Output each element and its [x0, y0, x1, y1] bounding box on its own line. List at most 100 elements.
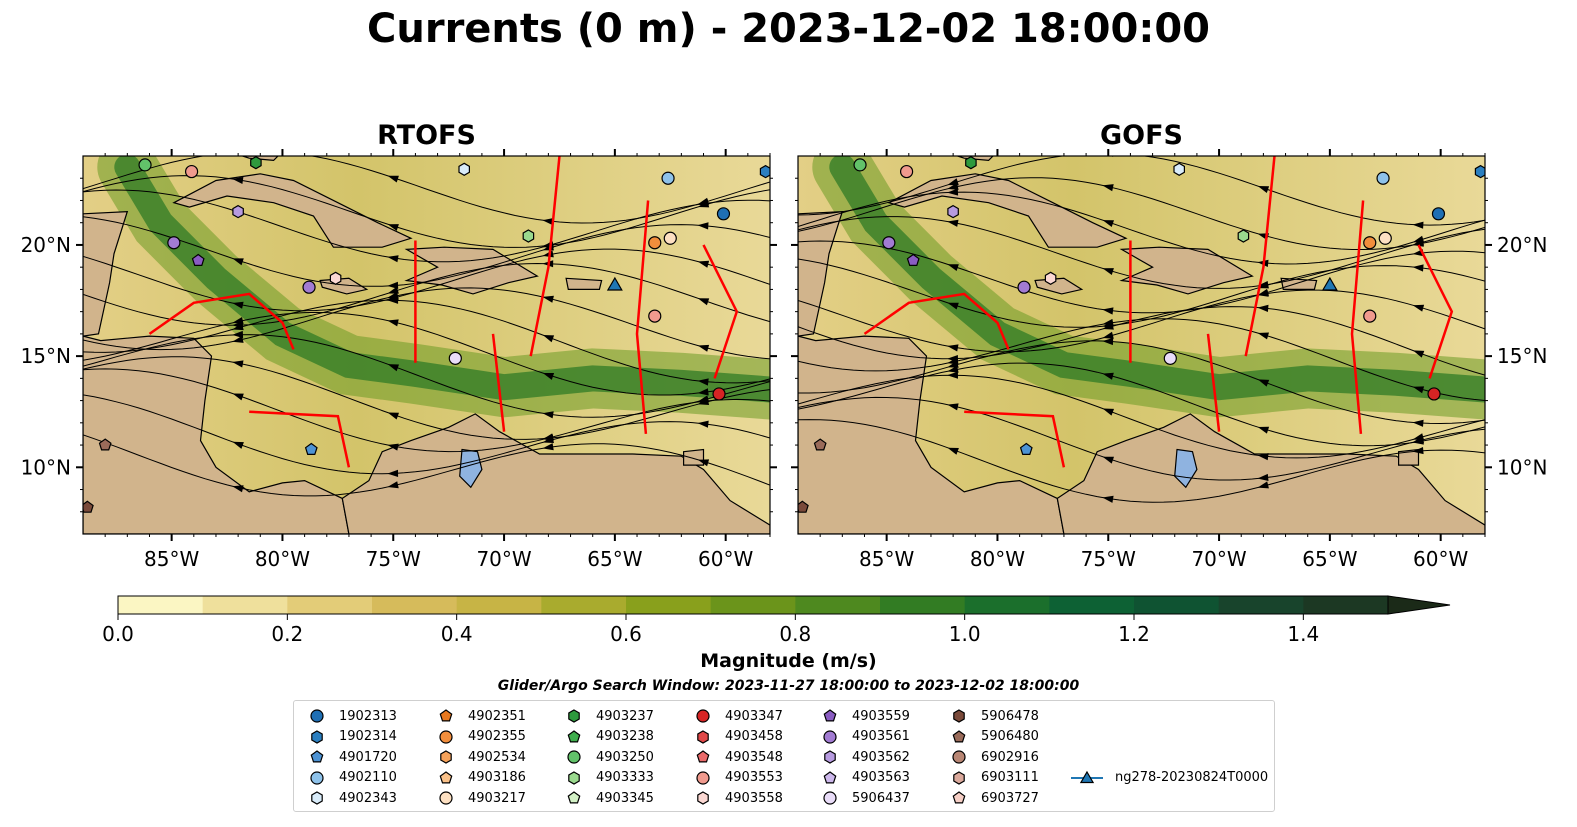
legend-label: 4903553	[725, 770, 783, 786]
legend-label: 4903217	[468, 790, 526, 806]
legend-item: 4903458	[692, 727, 783, 748]
legend-label: 1902313	[339, 708, 397, 724]
streamline-arrow	[1102, 408, 1114, 416]
streamline	[798, 177, 1485, 250]
lat-tick-label: 15°N	[21, 344, 71, 368]
legend-label: 4903558	[725, 790, 783, 806]
streamline	[798, 289, 1485, 353]
lon-tick-label: 70°W	[1191, 547, 1246, 571]
streamline	[798, 362, 1485, 447]
legend-label: 4903559	[852, 708, 910, 724]
lat-tick-label: 15°N	[1497, 344, 1547, 368]
lat-tick-label: 10°N	[21, 455, 71, 479]
legend-item: 4903563	[819, 768, 910, 789]
colorbar-bin	[626, 596, 712, 614]
streamline-arrow	[1412, 239, 1424, 247]
streamline-arrow	[1257, 481, 1269, 489]
legend-label: 4903345	[596, 790, 654, 806]
streamline-arrow	[697, 459, 710, 467]
colorbar-bin	[1134, 596, 1220, 614]
streamline	[83, 394, 770, 475]
glider-marker	[606, 276, 623, 291]
colorbar-tick-label: 0.0	[102, 622, 134, 646]
legend-label: 4902355	[468, 729, 526, 745]
argo-float-marker	[661, 171, 675, 185]
streamline-arrow	[1102, 331, 1114, 339]
legend-label: 4903237	[596, 708, 654, 724]
lake-maracaibo	[459, 448, 483, 489]
legend-label: ng278-20230824T0000	[1115, 770, 1269, 786]
streamline-arrow	[542, 373, 555, 380]
streamline-arrow	[1412, 350, 1425, 358]
trinidad-land	[683, 448, 705, 466]
glider-marker	[1321, 276, 1338, 291]
streamline-arrow	[1102, 321, 1114, 329]
legend-label: 4903347	[725, 708, 783, 724]
streamline-arrow	[232, 330, 244, 339]
legend-marker-icon	[696, 750, 710, 763]
legend-marker-icon	[568, 771, 580, 785]
argo-float-marker	[302, 280, 316, 294]
colorbar: 0.0 0.2 0.4 0.6 0.8 1.0 1.2 1.4	[102, 595, 1451, 646]
eez-boundary	[635, 200, 650, 435]
argo-float-marker	[648, 309, 662, 323]
streamline-arrow	[1412, 264, 1424, 272]
map-panel-rtofs: 85°W 80°W 75°W 70°W 65°W 60°W 20°N 15°N 10°N	[21, 149, 777, 571]
legend-item: 4903559	[819, 706, 910, 727]
legend-marker-icon	[1071, 770, 1103, 783]
streamline-arrow	[1412, 447, 1424, 455]
legend-marker-icon	[310, 750, 324, 763]
streamline	[798, 216, 1485, 289]
streamline	[83, 434, 770, 497]
streamline-arrow	[542, 434, 554, 442]
streamline-arrow	[387, 443, 399, 451]
current-band-core	[114, 156, 770, 403]
legend-marker-icon	[439, 709, 453, 722]
colorbar-tick-label: 0.4	[441, 622, 473, 646]
legend-label: 6903727	[981, 790, 1039, 806]
legend-label: 4903458	[725, 729, 783, 745]
legend-item: 4901720	[306, 747, 397, 768]
streamline-arrow	[232, 441, 244, 449]
legend-label: 5906437	[852, 790, 910, 806]
argo-float-marker	[648, 236, 662, 250]
streamline-arrow	[1412, 221, 1424, 229]
puerto-rico-land	[565, 277, 603, 290]
lon-tick-label: 75°W	[366, 547, 421, 571]
streamline-arrow	[232, 485, 244, 493]
legend-item: 4903333	[563, 768, 654, 789]
legend-label: 5906480	[981, 729, 1039, 745]
south-america-land	[341, 413, 770, 534]
argo-float-marker	[329, 271, 342, 285]
colorbar-bin	[372, 596, 458, 614]
search-window-note: Glider/Argo Search Window: 2023-11-27 18…	[497, 678, 1080, 694]
legend-marker-icon	[953, 709, 965, 723]
streamline-arrow	[697, 395, 710, 403]
legend-label: 4903563	[852, 770, 910, 786]
colorbar-tick-label: 0.8	[779, 622, 811, 646]
legend-marker-icon	[952, 730, 966, 743]
legend-label: 5906478	[981, 708, 1039, 724]
streamline	[83, 189, 770, 263]
streamline-arrow	[1102, 307, 1114, 315]
streamline	[798, 240, 1485, 314]
lon-tick-label: 85°W	[859, 547, 914, 571]
current-band-core	[829, 156, 1485, 403]
legend-marker-icon	[311, 791, 323, 805]
argo-float-marker	[191, 253, 205, 266]
argo-float-marker	[1019, 442, 1033, 455]
legend-label: 4901720	[339, 749, 397, 765]
colorbar-tick-label: 1.4	[1287, 622, 1319, 646]
streamline-arrow	[697, 298, 710, 306]
argo-float-marker	[522, 229, 535, 243]
colorbar-bin	[202, 596, 288, 614]
map-frame	[82, 155, 771, 535]
legend-item: 1902313	[306, 706, 397, 727]
legend-item: 4903345	[563, 788, 654, 809]
legend-item: 1902314	[306, 727, 397, 748]
streamline	[798, 318, 1485, 401]
legend-marker-icon	[310, 771, 324, 785]
streamline-arrow	[947, 219, 959, 227]
streamline	[798, 419, 1485, 503]
argo-float-marker	[663, 231, 677, 245]
